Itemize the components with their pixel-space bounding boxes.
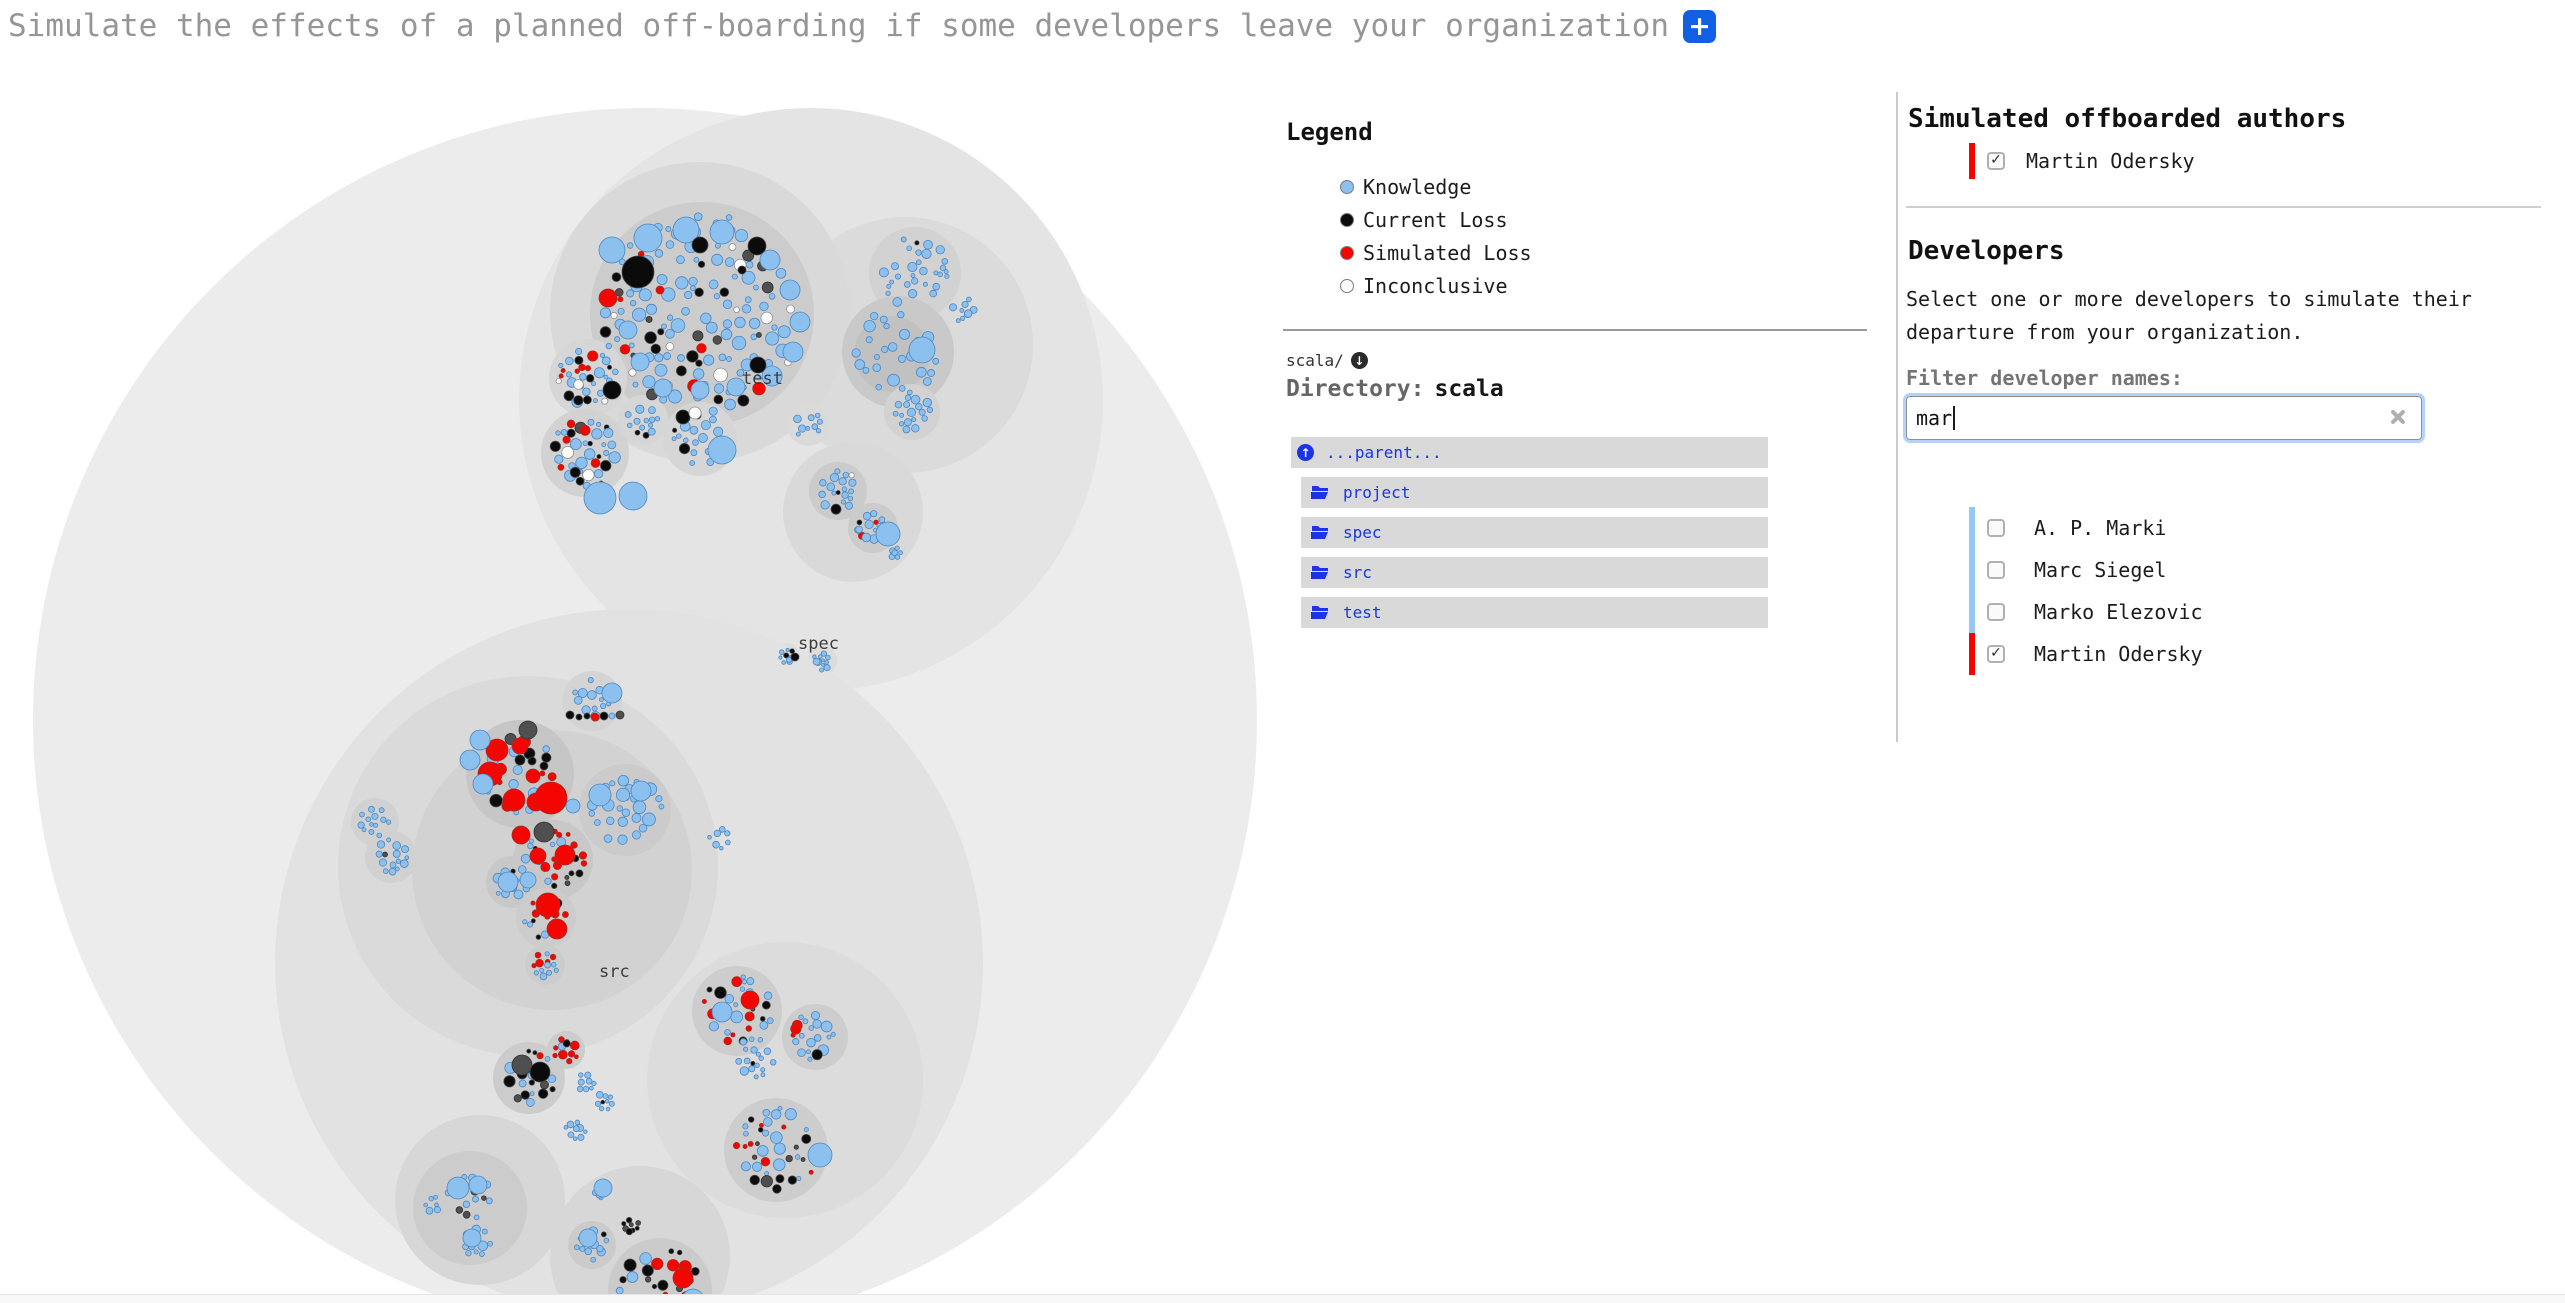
developer-color-bar xyxy=(1969,591,1975,633)
directory-item-src[interactable]: src xyxy=(1301,557,1768,588)
legend-item-label: Inconclusive xyxy=(1363,274,1508,298)
svg-text:spec: spec xyxy=(798,634,839,654)
legend-item-label: Current Loss xyxy=(1363,208,1508,232)
legend-item-simulated-loss: Simulated Loss xyxy=(1340,241,1532,265)
developer-name: Marko Elezovic xyxy=(2034,600,2203,624)
plus-square-icon[interactable]: + xyxy=(1683,9,1717,43)
directory-item-label: ...parent... xyxy=(1326,443,1442,462)
developer-color-bar xyxy=(1969,507,1975,549)
text-caret xyxy=(1953,406,1955,430)
directory-item-label: spec xyxy=(1343,523,1382,542)
legend-item-label: Knowledge xyxy=(1363,175,1472,199)
developer-list: A. P. Marki Marc Siegel Marko Elezovic M… xyxy=(1969,507,2203,675)
clear-filter-icon[interactable] xyxy=(2388,408,2406,426)
circle-arrow-up-icon: ↑ xyxy=(1297,444,1314,461)
folder-open-icon xyxy=(1311,526,1328,539)
developer-checkbox[interactable] xyxy=(1987,519,2005,537)
legend-item-knowledge: Knowledge xyxy=(1340,175,1472,199)
developer-color-bar xyxy=(1969,633,1975,675)
panel-divider xyxy=(1896,92,1898,742)
breadcrumb-path: scala/ xyxy=(1286,351,1344,370)
developers-description: Select one or more developers to simulat… xyxy=(1906,287,2472,344)
circle-packing-chart[interactable]: test spec src xyxy=(0,60,1290,1302)
bottom-edge-strip xyxy=(0,1294,2565,1303)
title-row: Simulate the effects of a planned off-bo… xyxy=(8,8,1717,44)
current-loss-dot-icon xyxy=(1340,213,1354,227)
directory-item-label: project xyxy=(1343,483,1411,502)
circle-arrow-down-icon[interactable]: ↓ xyxy=(1350,352,1368,369)
legend-divider xyxy=(1283,329,1867,331)
svg-text:test: test xyxy=(742,369,783,389)
svg-text:src: src xyxy=(599,962,630,982)
developer-name: A. P. Marki xyxy=(2034,516,2167,540)
knowledge-dot-icon xyxy=(1340,180,1354,194)
developer-name: Martin Odersky xyxy=(2034,642,2203,666)
directory-item-test[interactable]: test xyxy=(1301,597,1768,628)
directory-item-label: test xyxy=(1343,603,1382,622)
filter-box xyxy=(1903,393,2425,443)
inconclusive-dot-icon xyxy=(1340,279,1354,293)
developer-checkbox[interactable] xyxy=(1987,645,2005,663)
developer-row[interactable]: Marko Elezovic xyxy=(1969,591,2203,633)
section-divider xyxy=(1906,206,2541,208)
folder-open-icon xyxy=(1311,486,1328,499)
directory-item-parent[interactable]: ↑ ...parent... xyxy=(1291,437,1768,468)
developer-checkbox[interactable] xyxy=(1987,561,2005,579)
directory-heading: Directory: scala xyxy=(1286,376,1504,402)
developer-color-bar xyxy=(1969,549,1975,591)
page-title: Simulate the effects of a planned off-bo… xyxy=(8,8,1670,44)
legend-item-label: Simulated Loss xyxy=(1363,241,1532,265)
legend-item-current-loss: Current Loss xyxy=(1340,208,1508,232)
folder-open-icon xyxy=(1311,606,1328,619)
directory-item-label: src xyxy=(1343,563,1372,582)
legend-heading: Legend xyxy=(1286,118,1373,146)
directory-heading-label: Directory: xyxy=(1286,376,1425,402)
directory-heading-value: scala xyxy=(1434,376,1504,402)
developer-row[interactable]: A. P. Marki xyxy=(1969,507,2203,549)
filter-input[interactable] xyxy=(1903,393,2425,443)
developer-row[interactable]: Martin Odersky xyxy=(1969,633,2203,675)
developer-name: Marc Siegel xyxy=(2034,558,2167,582)
legend-item-inconclusive: Inconclusive xyxy=(1340,274,1508,298)
directory-item-spec[interactable]: spec xyxy=(1301,517,1768,548)
simulated-loss-dot-icon xyxy=(1340,246,1354,260)
breadcrumb: scala/ ↓ xyxy=(1286,351,1368,370)
offboarded-author-name: Martin Odersky xyxy=(2026,149,2195,173)
developers-heading: Developers xyxy=(1908,236,2065,266)
developer-row[interactable]: Marc Siegel xyxy=(1969,549,2203,591)
developer-checkbox[interactable] xyxy=(1987,603,2005,621)
directory-item-project[interactable]: project xyxy=(1301,477,1768,508)
offboarded-author-checkbox[interactable] xyxy=(1987,152,2005,170)
bubble-chart-svg[interactable]: test spec src xyxy=(0,60,1290,1302)
filter-label: Filter developer names: xyxy=(1906,366,2183,390)
folder-open-icon xyxy=(1311,566,1328,579)
offboarded-author-row[interactable]: Martin Odersky xyxy=(1969,143,2195,179)
offboarded-heading: Simulated offboarded authors xyxy=(1908,104,2347,134)
author-color-bar xyxy=(1969,143,1975,179)
